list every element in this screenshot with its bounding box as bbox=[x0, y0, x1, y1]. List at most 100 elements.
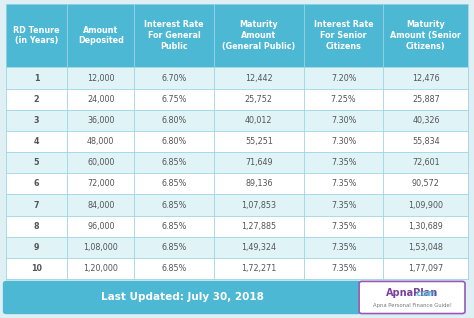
Text: 12,000: 12,000 bbox=[87, 73, 115, 82]
Text: Interest Rate
For General
Public: Interest Rate For General Public bbox=[144, 20, 204, 51]
Text: 1,30,689: 1,30,689 bbox=[409, 222, 443, 231]
Bar bbox=[383, 152, 468, 173]
Bar bbox=[214, 67, 304, 89]
Text: 7: 7 bbox=[34, 201, 39, 210]
Text: ApnaPlan: ApnaPlan bbox=[386, 288, 438, 298]
Text: 55,251: 55,251 bbox=[245, 137, 273, 146]
Text: 1,77,097: 1,77,097 bbox=[408, 264, 444, 273]
Text: 1,72,271: 1,72,271 bbox=[241, 264, 276, 273]
Bar bbox=[67, 4, 134, 67]
Text: Amount
Deposited: Amount Deposited bbox=[78, 26, 124, 45]
Bar bbox=[214, 237, 304, 258]
Bar bbox=[214, 258, 304, 279]
Bar bbox=[383, 237, 468, 258]
Bar bbox=[214, 131, 304, 152]
Bar bbox=[383, 258, 468, 279]
Text: 5: 5 bbox=[34, 158, 39, 167]
Text: 6.85%: 6.85% bbox=[161, 158, 187, 167]
Text: 6.85%: 6.85% bbox=[161, 201, 187, 210]
Text: 7.35%: 7.35% bbox=[331, 264, 356, 273]
Bar bbox=[304, 216, 383, 237]
Bar bbox=[67, 110, 134, 131]
Bar bbox=[134, 4, 214, 67]
Bar bbox=[383, 173, 468, 195]
Text: 7.30%: 7.30% bbox=[331, 137, 356, 146]
Text: 6.75%: 6.75% bbox=[161, 95, 187, 104]
Text: 8: 8 bbox=[34, 222, 39, 231]
Text: 1,27,885: 1,27,885 bbox=[241, 222, 276, 231]
Bar bbox=[304, 67, 383, 89]
Bar bbox=[383, 89, 468, 110]
Text: 1: 1 bbox=[34, 73, 39, 82]
Bar bbox=[134, 195, 214, 216]
Bar bbox=[134, 258, 214, 279]
Bar bbox=[304, 110, 383, 131]
Text: 1,49,324: 1,49,324 bbox=[241, 243, 276, 252]
Bar bbox=[6, 67, 67, 89]
Text: 84,000: 84,000 bbox=[87, 201, 114, 210]
Text: 12,442: 12,442 bbox=[245, 73, 273, 82]
Text: 1,08,000: 1,08,000 bbox=[83, 243, 118, 252]
Text: 6.70%: 6.70% bbox=[161, 73, 187, 82]
Text: 12,476: 12,476 bbox=[412, 73, 440, 82]
Text: 89,136: 89,136 bbox=[245, 179, 273, 188]
Text: 25,887: 25,887 bbox=[412, 95, 440, 104]
Text: 7.25%: 7.25% bbox=[331, 95, 356, 104]
Text: 40,012: 40,012 bbox=[245, 116, 273, 125]
Text: Maturity
Amount (Senior
Citizens): Maturity Amount (Senior Citizens) bbox=[391, 20, 461, 51]
Text: 10: 10 bbox=[31, 264, 42, 273]
Bar bbox=[134, 152, 214, 173]
Bar bbox=[304, 152, 383, 173]
Text: 71,649: 71,649 bbox=[245, 158, 273, 167]
Text: .com: .com bbox=[413, 289, 436, 298]
Bar bbox=[134, 131, 214, 152]
Text: 48,000: 48,000 bbox=[87, 137, 114, 146]
Text: 6.85%: 6.85% bbox=[161, 264, 187, 273]
Text: 60,000: 60,000 bbox=[87, 158, 114, 167]
Text: 6.85%: 6.85% bbox=[161, 222, 187, 231]
Text: 7.35%: 7.35% bbox=[331, 222, 356, 231]
Bar bbox=[134, 237, 214, 258]
Text: 36,000: 36,000 bbox=[87, 116, 114, 125]
Text: 7.35%: 7.35% bbox=[331, 158, 356, 167]
Bar bbox=[134, 67, 214, 89]
Text: 7.30%: 7.30% bbox=[331, 116, 356, 125]
Bar bbox=[6, 237, 67, 258]
Bar bbox=[6, 152, 67, 173]
Bar bbox=[67, 173, 134, 195]
Bar bbox=[67, 131, 134, 152]
Text: 6: 6 bbox=[34, 179, 39, 188]
Bar bbox=[6, 173, 67, 195]
Bar bbox=[383, 195, 468, 216]
Bar bbox=[214, 89, 304, 110]
Text: 1,07,853: 1,07,853 bbox=[241, 201, 276, 210]
Bar bbox=[6, 4, 67, 67]
Bar bbox=[304, 4, 383, 67]
Text: 4: 4 bbox=[34, 137, 39, 146]
Bar bbox=[383, 110, 468, 131]
Text: 7.35%: 7.35% bbox=[331, 201, 356, 210]
Bar bbox=[304, 195, 383, 216]
Text: 1,20,000: 1,20,000 bbox=[83, 264, 118, 273]
Bar bbox=[214, 216, 304, 237]
Bar bbox=[6, 110, 67, 131]
Bar bbox=[304, 173, 383, 195]
Bar bbox=[304, 258, 383, 279]
Bar bbox=[214, 173, 304, 195]
Bar bbox=[134, 110, 214, 131]
Text: 72,601: 72,601 bbox=[412, 158, 440, 167]
Text: 2: 2 bbox=[34, 95, 39, 104]
Bar bbox=[67, 67, 134, 89]
Bar bbox=[383, 216, 468, 237]
Text: Apna Personal Finance Guide!: Apna Personal Finance Guide! bbox=[373, 303, 452, 308]
Text: RD Tenure
(in Years): RD Tenure (in Years) bbox=[13, 26, 60, 45]
Bar bbox=[214, 110, 304, 131]
Bar bbox=[214, 4, 304, 67]
Text: 7.35%: 7.35% bbox=[331, 243, 356, 252]
Text: Last Updated: July 30, 2018: Last Updated: July 30, 2018 bbox=[101, 293, 264, 302]
Text: 6.80%: 6.80% bbox=[162, 116, 187, 125]
Text: 25,752: 25,752 bbox=[245, 95, 273, 104]
Bar bbox=[383, 4, 468, 67]
Bar bbox=[67, 258, 134, 279]
Text: 96,000: 96,000 bbox=[87, 222, 115, 231]
